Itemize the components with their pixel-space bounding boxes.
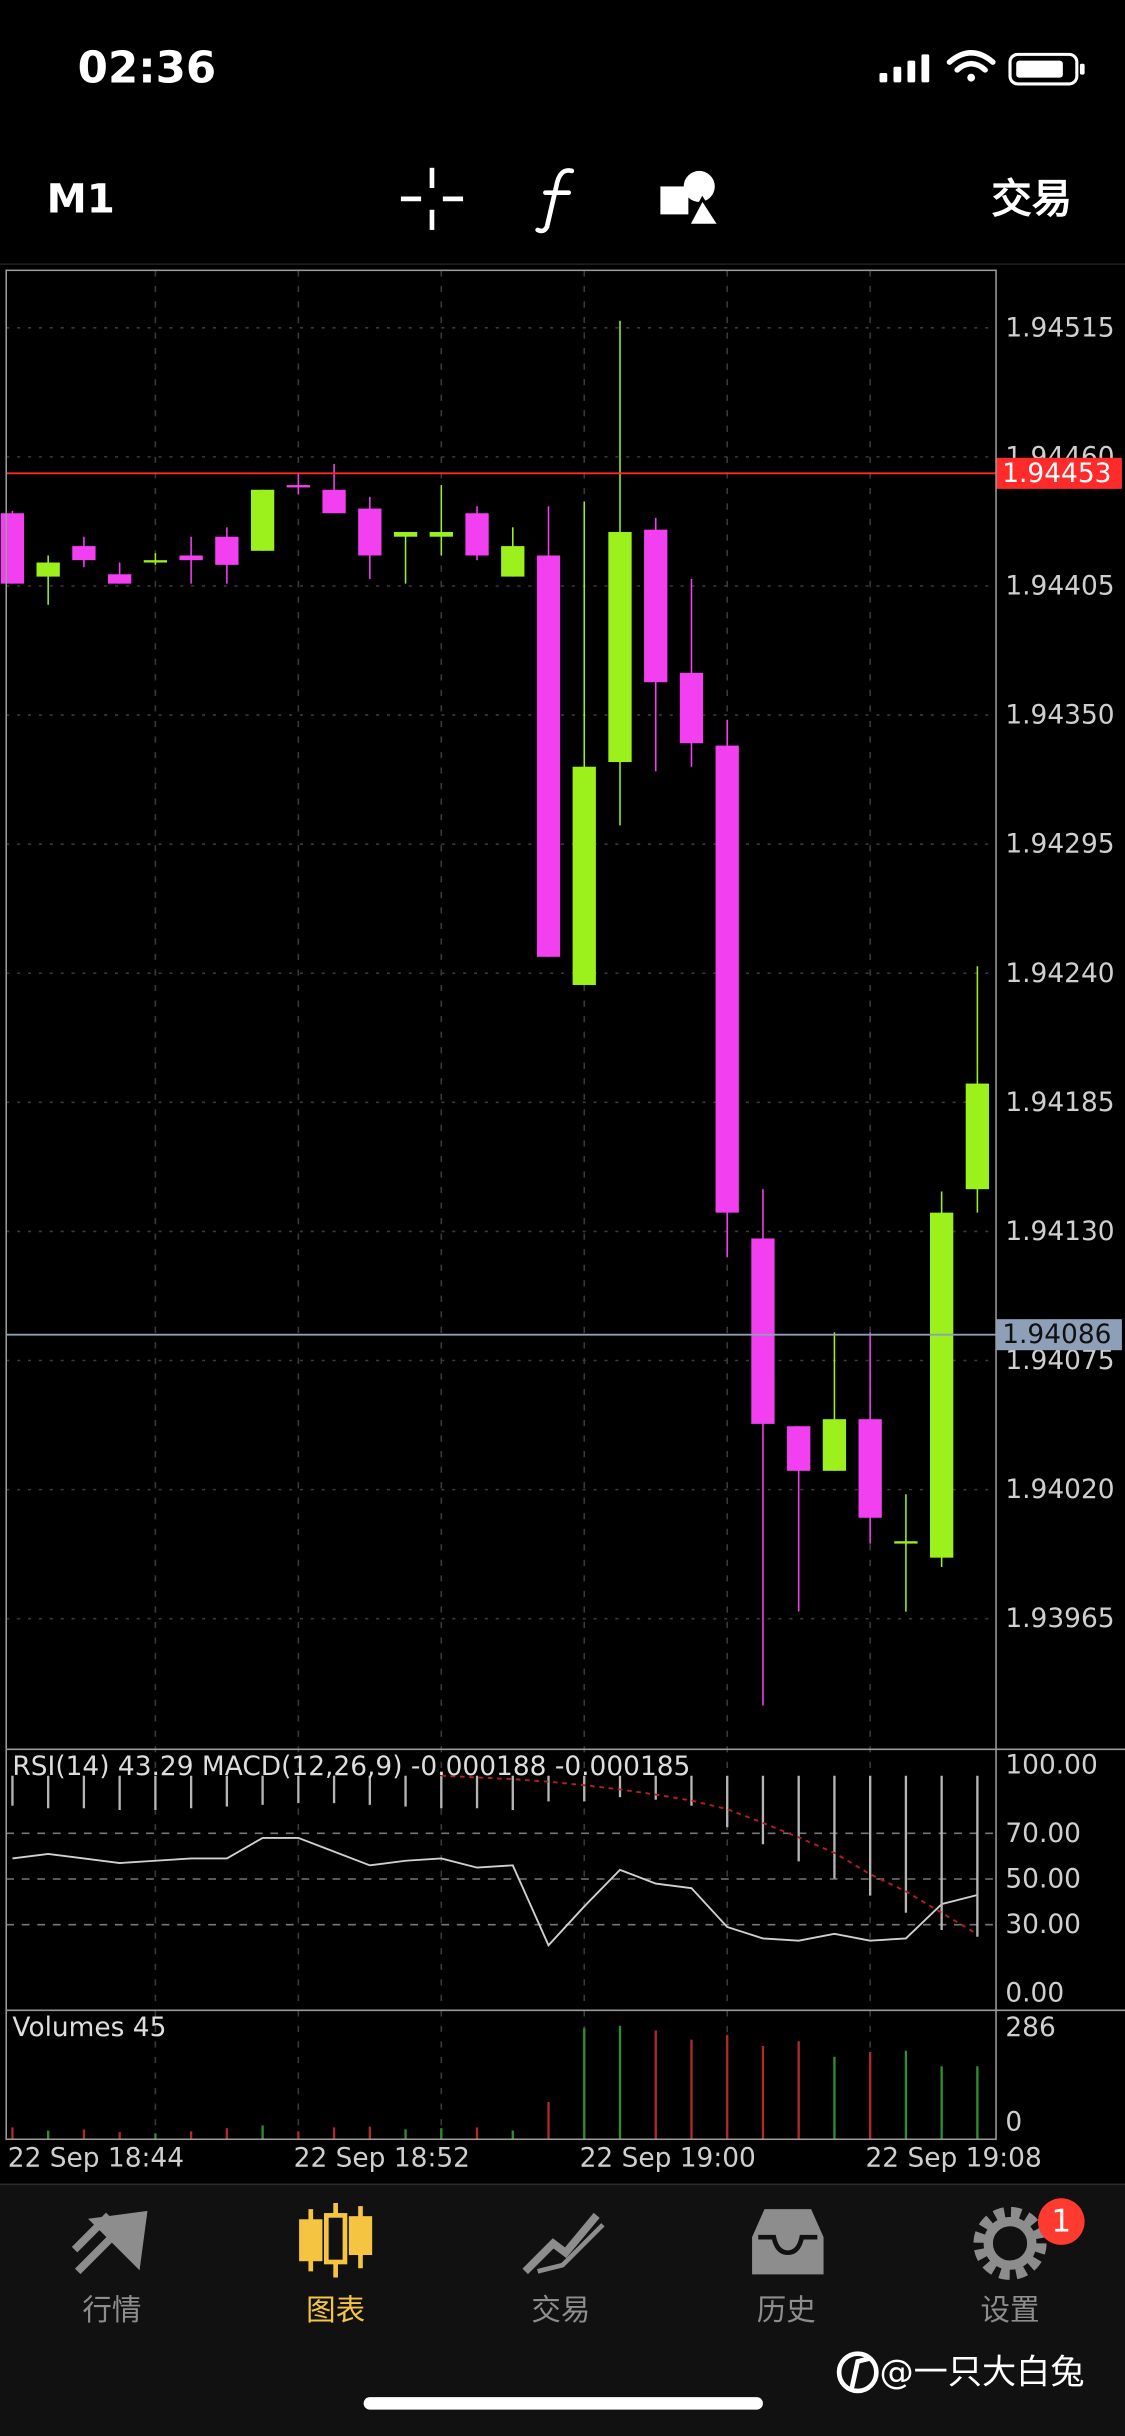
chart-frame <box>5 269 997 2141</box>
signal-icon <box>879 54 930 83</box>
wifi-icon <box>946 50 996 82</box>
candle-body <box>107 574 132 584</box>
y-tick-label: 1.94020 <box>1005 1474 1114 1505</box>
candle-body <box>608 532 632 763</box>
y-tick-label: 50.00 <box>1005 1864 1081 1895</box>
y-tick-label: 1.94240 <box>1005 958 1114 989</box>
x-tick-label: 22 Sep 19:00 <box>580 2142 756 2173</box>
x-tick-label: 22 Sep 18:52 <box>294 2142 470 2173</box>
candle-body <box>679 672 704 744</box>
candle-body <box>822 1419 847 1471</box>
tab-label: 行情 <box>82 2293 141 2327</box>
y-tick-label: 1.94130 <box>1005 1216 1114 1247</box>
candle-body <box>965 1083 990 1190</box>
panel-title: RSI(14) 43.29 MACD(12,26,9) -0.000188 -0… <box>12 1751 690 1782</box>
candle-body <box>858 1419 882 1518</box>
home-indicator <box>363 2397 763 2410</box>
price-label-box <box>996 1319 1122 1351</box>
badge <box>1037 2198 1085 2245</box>
y-tick-label: 1.94405 <box>1005 570 1114 601</box>
candle-body <box>715 745 739 1213</box>
y-tick-label: 1.94185 <box>1005 1087 1114 1118</box>
settings-tab[interactable]: 1 设置 <box>973 2198 1085 2327</box>
y-tick-label: 100.00 <box>1005 1749 1097 1780</box>
chart-tab[interactable]: 图表 <box>299 2202 373 2327</box>
candle-body <box>536 555 561 957</box>
trade-tab[interactable]: 交易 <box>522 2212 605 2327</box>
candle-body <box>429 532 453 537</box>
candle-body <box>250 489 275 551</box>
tab-label: 图表 <box>306 2293 365 2327</box>
candle-body <box>286 485 310 488</box>
watermark-logo <box>836 2351 879 2394</box>
history-tab[interactable]: 历史 <box>752 2209 824 2327</box>
y-tick-label: 1.94515 <box>1005 312 1114 343</box>
candle-body <box>572 766 596 985</box>
indicator-line <box>12 1836 978 1947</box>
candle-body <box>929 1212 954 1558</box>
candle-body <box>751 1238 775 1424</box>
panel-title: Volumes 45 <box>12 2012 166 2043</box>
price-label-box <box>996 457 1122 489</box>
y-tick-label: 0.00 <box>1005 1978 1064 2009</box>
y-tick-label: 1.94350 <box>1005 700 1114 731</box>
candle-body <box>787 1426 811 1471</box>
candle-body <box>179 555 203 561</box>
candle-body <box>393 532 418 537</box>
price-label: 1.94086 <box>1002 1319 1111 1350</box>
candle-body <box>72 546 96 561</box>
candle-body <box>36 562 60 577</box>
candle-body <box>894 1541 918 1544</box>
y-tick-label: 286 <box>1005 2012 1055 2043</box>
tab-label: 设置 <box>980 2293 1039 2327</box>
objects-button[interactable] <box>660 170 723 227</box>
y-tick-label: 1.93965 <box>1005 1603 1114 1634</box>
y-tick-label: 70.00 <box>1005 1818 1081 1849</box>
status-time: 02:36 <box>78 43 216 93</box>
y-tick-label: 0 <box>1005 2107 1022 2138</box>
candle-body <box>501 546 525 577</box>
x-tick-label: 22 Sep 19:08 <box>866 2142 1042 2173</box>
tab-label: 历史 <box>757 2293 816 2327</box>
watermark: @一只大白兔 <box>879 2352 1084 2392</box>
quotes-tab[interactable]: 行情 <box>71 2210 148 2327</box>
chart-area: 1.945151.944601.944051.943501.942951.942… <box>0 270 1122 2173</box>
y-tick-label: 30.00 <box>1005 1909 1081 1940</box>
candle-body <box>465 513 489 556</box>
price-label: 1.94453 <box>1002 458 1111 489</box>
indicator-button[interactable] <box>535 168 575 234</box>
candle-body <box>644 529 668 683</box>
timeframe-button[interactable]: M1 <box>47 175 115 222</box>
tab-label: 交易 <box>531 2293 590 2327</box>
crosshair-button[interactable] <box>400 167 464 230</box>
tab-bar <box>0 2184 1125 2436</box>
y-tick-label: 1.94295 <box>1005 829 1114 860</box>
trade-button[interactable]: 交易 <box>991 175 1072 222</box>
candle-body <box>358 508 382 556</box>
candle-body <box>322 489 346 514</box>
candle-body <box>215 536 239 565</box>
candle-body <box>143 560 168 563</box>
badge-count: 1 <box>1051 2204 1071 2240</box>
candle-body <box>0 513 25 584</box>
x-tick-label: 22 Sep 18:44 <box>8 2142 184 2173</box>
battery-icon <box>1008 52 1085 86</box>
